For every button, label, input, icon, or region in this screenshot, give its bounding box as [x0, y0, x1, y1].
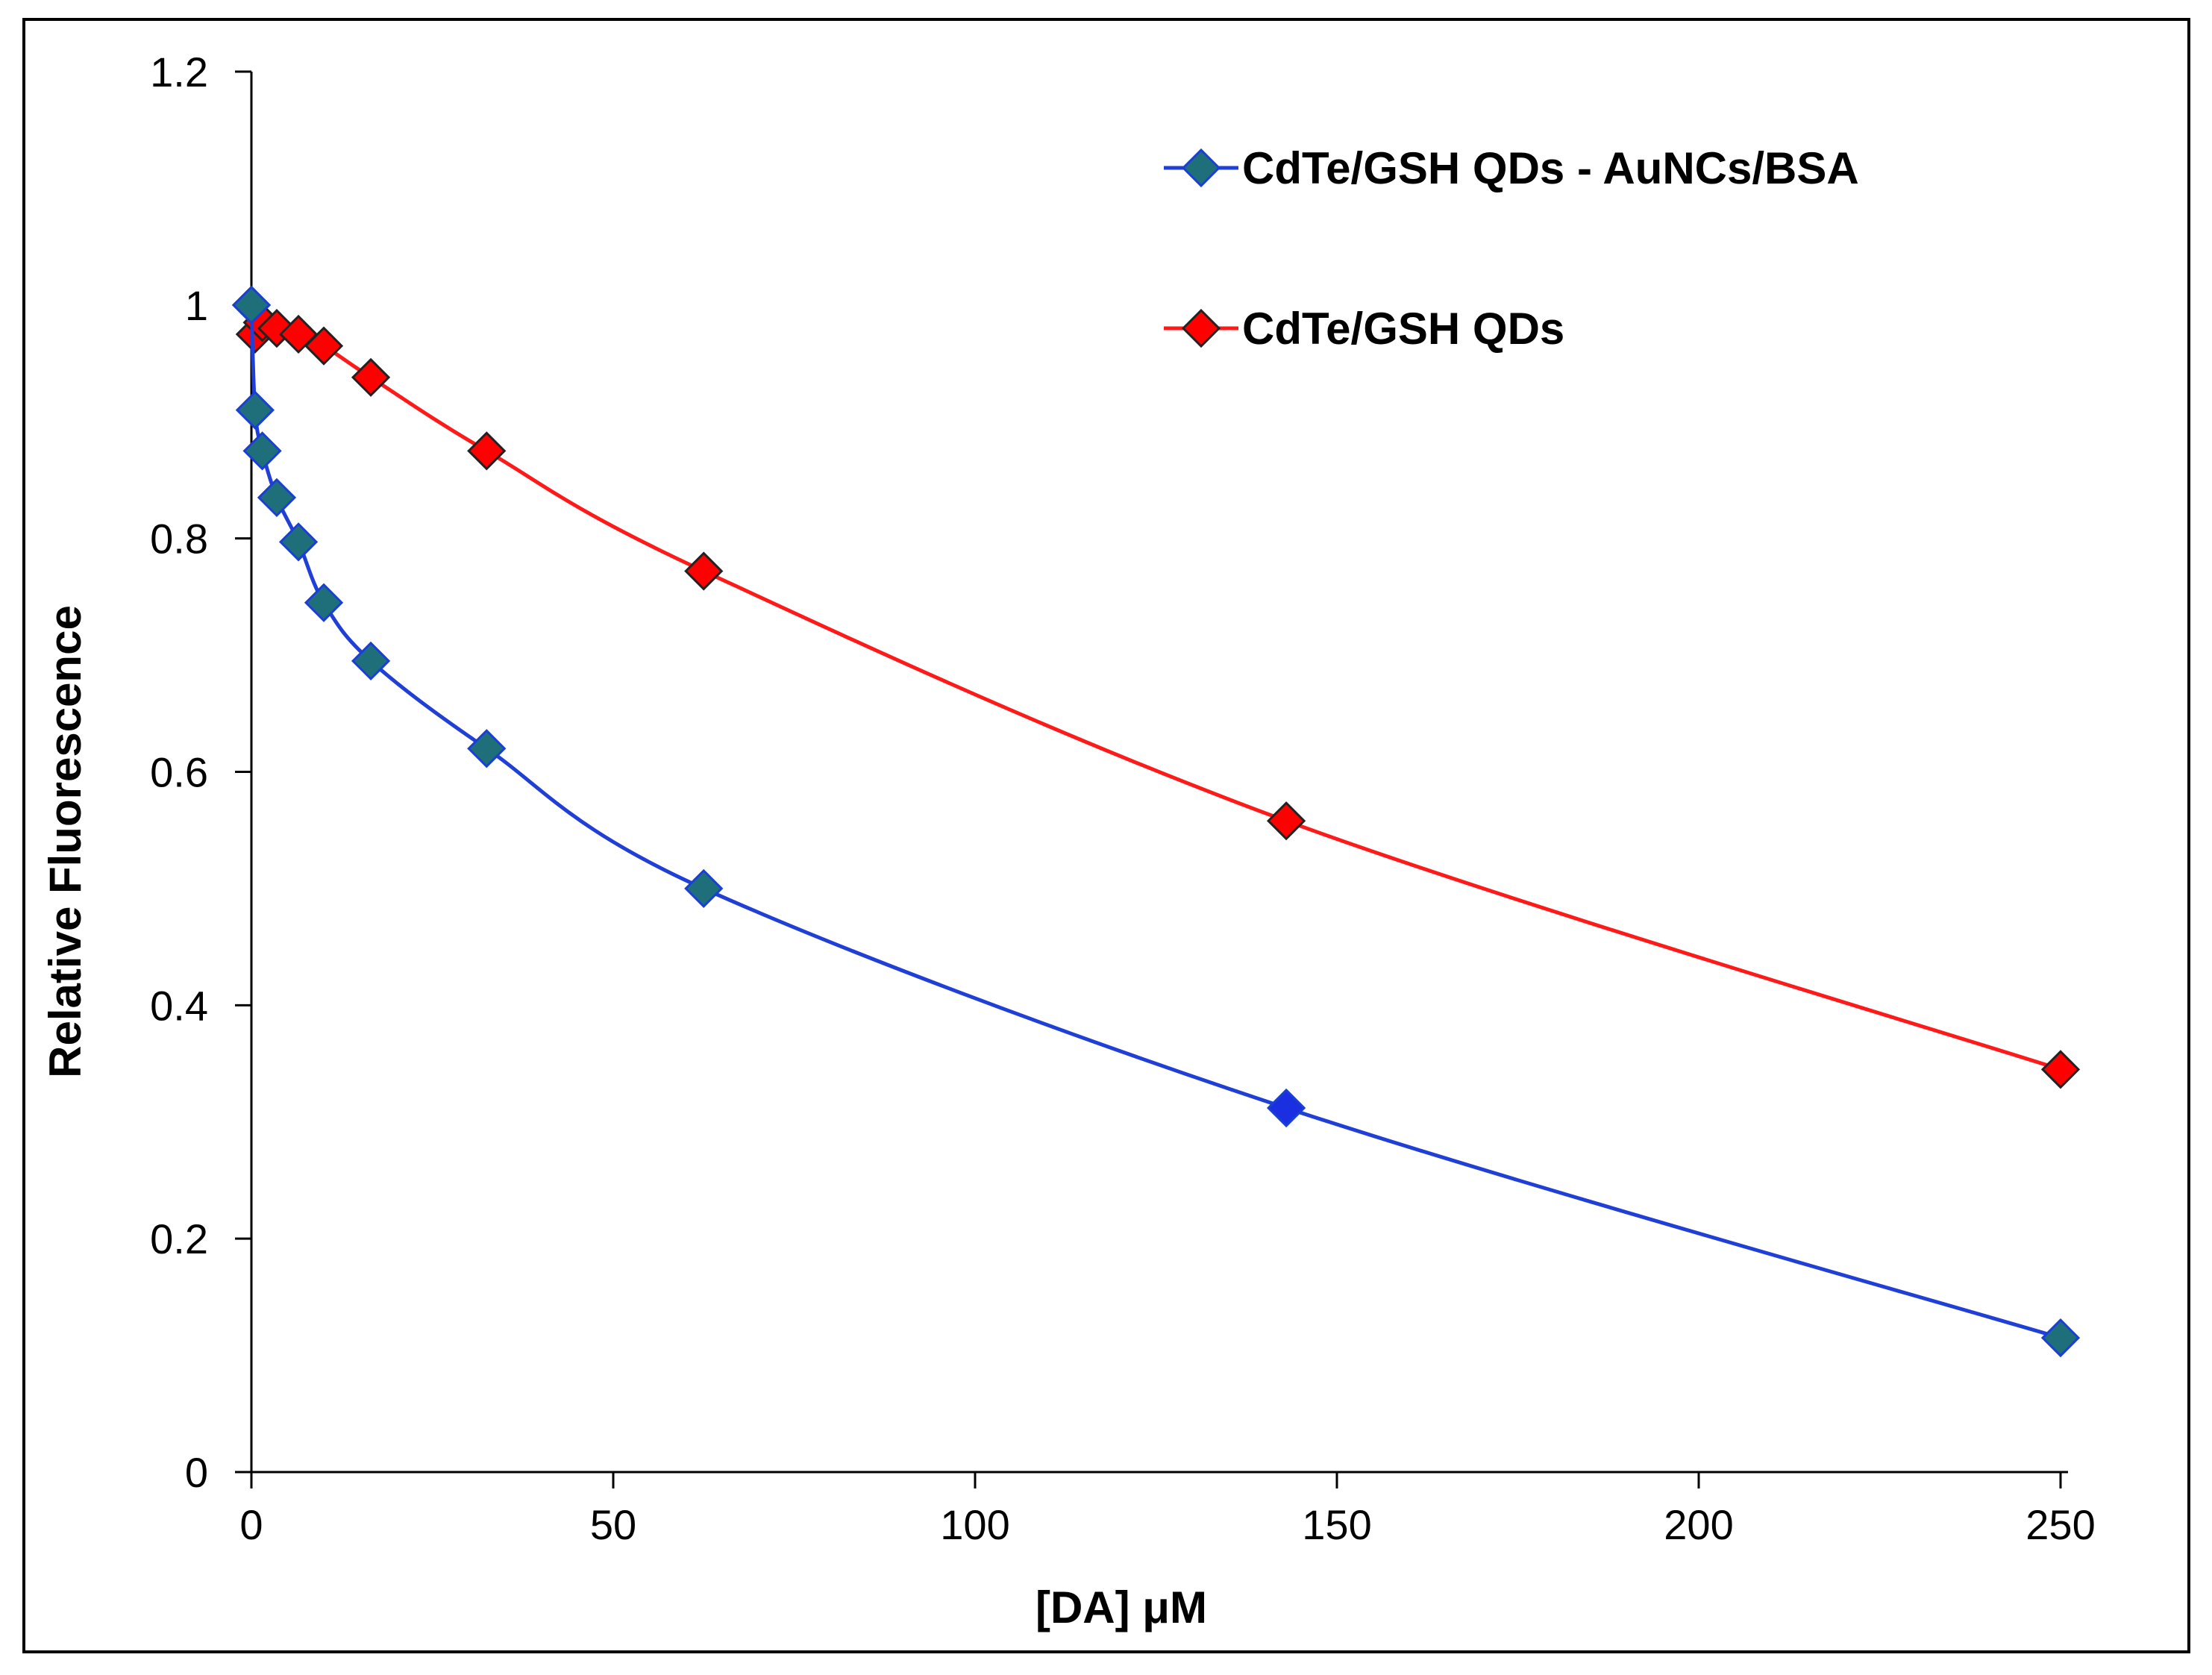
legend-label-qds: CdTe/GSH QDs — [1242, 304, 1564, 354]
legend-marker-aunc — [1181, 148, 1221, 188]
data-point — [684, 551, 724, 591]
data-point — [257, 478, 297, 518]
data-point — [242, 431, 282, 471]
y-tick-label: 1.2 — [150, 48, 208, 96]
data-point — [467, 431, 507, 471]
chart-frame — [22, 18, 2190, 1653]
data-point — [351, 641, 391, 681]
data-point — [304, 326, 344, 366]
data-point — [2040, 1318, 2081, 1358]
y-tick-label: 0.4 — [150, 982, 208, 1029]
y-tick-label: 0.2 — [150, 1215, 208, 1262]
data-point — [278, 522, 319, 562]
series-0 — [231, 285, 2081, 1358]
legend-entry-aunc: CdTe/GSH QDs - AuNCs/BSA — [1164, 143, 1859, 193]
y-tick-label: 0.8 — [150, 516, 208, 563]
data-point — [2040, 1050, 2081, 1089]
y-axis-title: Relative Fluorescence — [40, 605, 90, 1078]
legend-entry-qds: CdTe/GSH QDs — [1164, 304, 1564, 354]
data-point — [304, 583, 344, 622]
data-point — [1266, 801, 1306, 841]
series-layer — [231, 285, 2081, 1358]
data-point — [467, 729, 507, 768]
x-tick-label: 250 — [2025, 1501, 2095, 1548]
x-tick-label: 0 — [239, 1501, 263, 1548]
data-point — [684, 868, 724, 909]
x-tick-label: 150 — [1302, 1501, 1371, 1548]
data-point — [1266, 1088, 1306, 1128]
legend-label-aunc: CdTe/GSH QDs - AuNCs/BSA — [1242, 143, 1859, 193]
x-axis-title: [DA] μM — [1035, 1582, 1207, 1632]
legend: CdTe/GSH QDs - AuNCs/BSA CdTe/GSH QDs — [1164, 143, 1859, 354]
y-tick-label: 0 — [185, 1449, 208, 1496]
x-tick-label: 50 — [590, 1501, 636, 1548]
data-point — [231, 285, 272, 325]
data-point — [235, 390, 275, 430]
x-ticks: 0 50 100 150 200 250 — [239, 1472, 2096, 1548]
legend-marker-qds — [1181, 308, 1221, 348]
x-tick-label: 200 — [1664, 1501, 1733, 1548]
y-tick-label: 0.6 — [150, 749, 208, 796]
data-point — [351, 357, 391, 397]
y-tick-label: 1 — [185, 282, 208, 329]
x-tick-label: 100 — [940, 1501, 1009, 1548]
